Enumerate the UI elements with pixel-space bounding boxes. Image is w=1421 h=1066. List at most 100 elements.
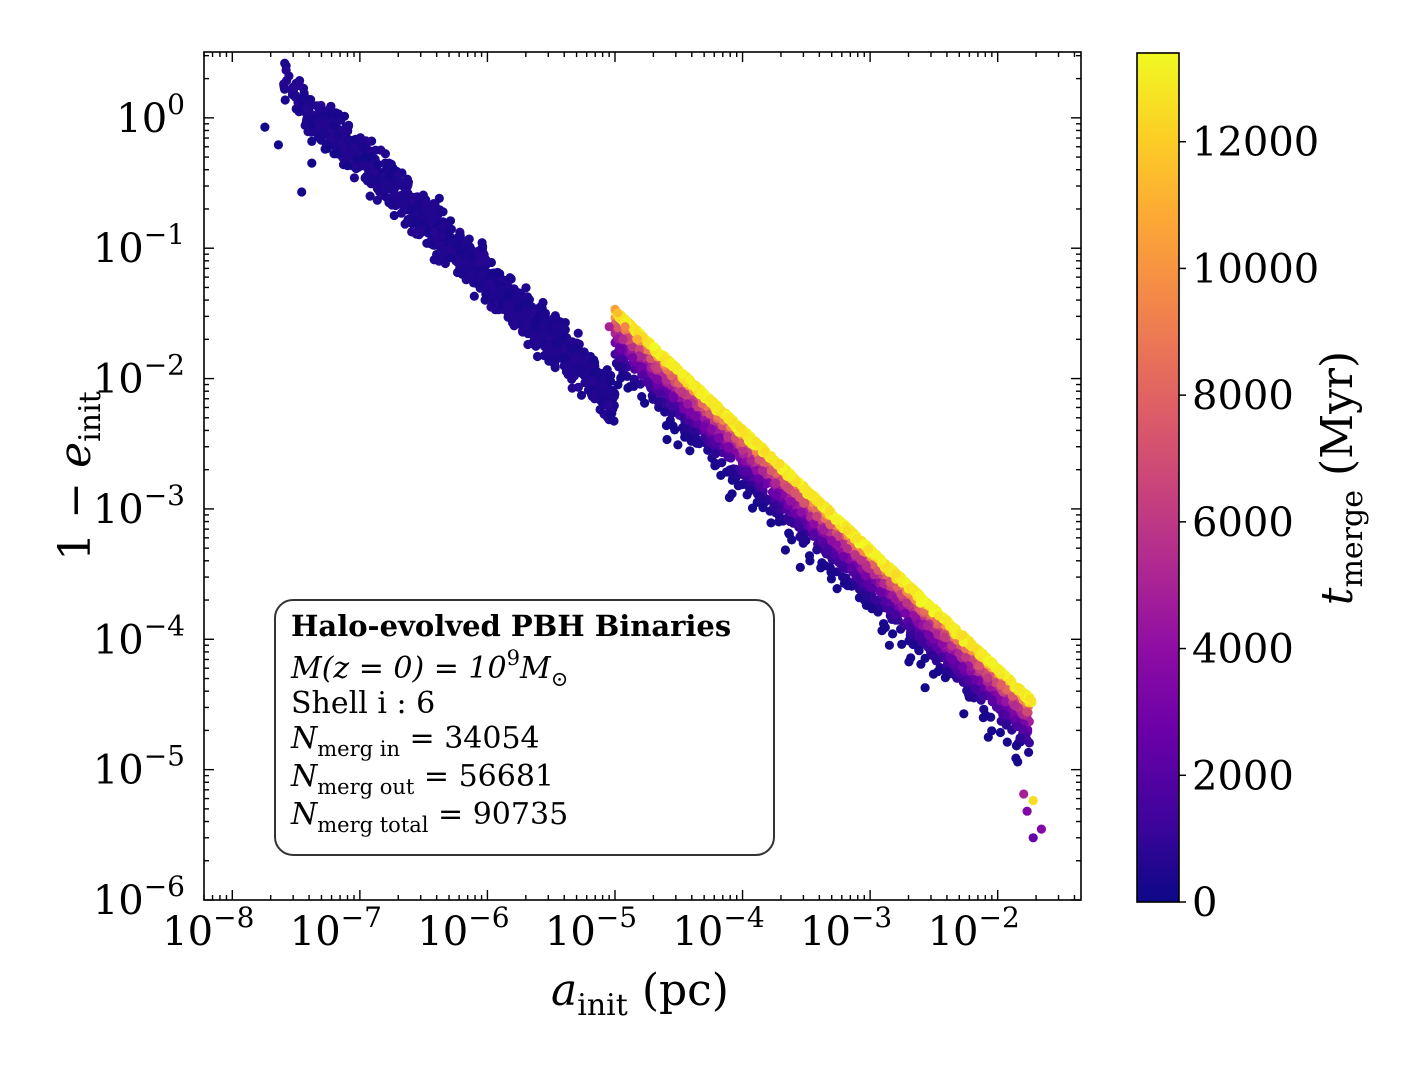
scatter-point xyxy=(1015,733,1025,743)
scatter-point xyxy=(373,159,383,170)
scatter-point xyxy=(401,193,411,203)
scatter-point xyxy=(987,695,997,705)
scatter-point xyxy=(815,496,825,507)
colorbar-gradient xyxy=(1136,52,1180,903)
scatter-point xyxy=(685,446,695,456)
scatter-point xyxy=(809,529,819,540)
scatter-point xyxy=(983,673,993,683)
scatter-point xyxy=(706,424,717,434)
scatter-point xyxy=(673,440,683,450)
scatter-point xyxy=(977,648,987,658)
scatter-point xyxy=(426,217,436,227)
scatter-point xyxy=(374,176,384,186)
scatter-point xyxy=(288,82,298,92)
scatter-point xyxy=(606,385,616,395)
x-tick-label: 10−6 xyxy=(417,901,509,955)
scatter-point xyxy=(629,374,639,384)
scatter-point xyxy=(301,104,311,114)
scatter-point xyxy=(946,654,956,664)
scatter-point xyxy=(566,343,576,353)
scatter-point xyxy=(713,433,724,443)
x-tick-label: 10−8 xyxy=(162,901,254,955)
scatter-point xyxy=(826,574,837,584)
scatter-point xyxy=(934,611,944,621)
scatter-point xyxy=(668,393,679,403)
scatter-point xyxy=(273,140,283,150)
scatter-point xyxy=(662,434,672,445)
scatter-point xyxy=(638,370,648,380)
scatter-point xyxy=(754,454,764,465)
scatter-point xyxy=(260,122,270,132)
scatter-point xyxy=(429,199,439,209)
scatter-point xyxy=(595,404,605,415)
scatter-point xyxy=(532,351,543,362)
scatter-point xyxy=(616,373,626,383)
x-axis-label: ainit (pc) xyxy=(551,965,729,1023)
scatter-point xyxy=(680,423,690,433)
scatter-point xyxy=(751,436,761,446)
x-tick-label: 10−7 xyxy=(290,901,382,955)
scatter-point xyxy=(923,621,933,631)
scatter-point xyxy=(812,511,822,521)
scatter-point xyxy=(927,650,937,661)
colorbar-tick-label: 10000 xyxy=(1192,246,1319,292)
scatter-point xyxy=(279,79,289,89)
colorbar-tick-label: 12000 xyxy=(1192,120,1319,166)
x-axis-ticks: 10−8 10−7 10−6 10−5 10−4 10−3 10−2 xyxy=(162,52,1076,955)
scatter-point xyxy=(826,535,837,546)
scatter-point xyxy=(520,299,530,309)
scatter-point xyxy=(825,505,835,516)
scatter-point xyxy=(914,590,925,600)
scatter-point xyxy=(838,551,849,562)
colorbar-tick-label: 6000 xyxy=(1192,500,1294,546)
scatter-point xyxy=(694,439,704,449)
scatter-point xyxy=(978,713,988,723)
scatter-point xyxy=(1002,737,1012,747)
colorbar: 0 2000 4000 6000 8000 10000 12000 tmerge (Myr) xyxy=(1136,52,1370,926)
scatter-point xyxy=(414,227,425,237)
scatter-point xyxy=(914,631,924,641)
scatter-point xyxy=(438,207,448,217)
annotation-n-merg-out: Nmerg out = 56681 xyxy=(290,759,554,799)
scatter-point xyxy=(897,639,907,650)
scatter-point xyxy=(614,362,624,372)
scatter-point xyxy=(324,109,334,119)
scatter-point xyxy=(825,563,835,573)
scatter-point xyxy=(995,727,1006,738)
scatter-point xyxy=(455,230,465,240)
scatter-point xyxy=(1024,738,1034,748)
scatter-point xyxy=(1013,721,1023,732)
y-tick-label: 10−6 xyxy=(93,870,185,924)
scatter-point xyxy=(871,595,881,605)
scatter-point xyxy=(587,377,597,387)
scatter-point xyxy=(725,465,736,475)
scatter-point xyxy=(817,558,827,568)
scatter-point xyxy=(389,189,399,199)
scatter-point xyxy=(1022,806,1032,816)
scatter-point xyxy=(497,284,507,294)
scatter-point xyxy=(513,298,524,308)
scatter-point xyxy=(796,507,807,517)
x-tick-label: 10−2 xyxy=(928,901,1020,955)
scatter-point xyxy=(771,490,781,500)
scatter-point xyxy=(804,551,815,561)
scatter-point xyxy=(359,161,369,171)
scatter-point xyxy=(962,675,973,685)
scatter-point xyxy=(383,161,393,171)
scatter-point xyxy=(745,486,755,496)
scatter-point xyxy=(402,181,412,191)
scatter-point xyxy=(637,392,647,402)
colorbar-label: tmerge (Myr) xyxy=(1312,351,1370,605)
scatter-point xyxy=(914,646,924,656)
scatter-point xyxy=(933,666,943,677)
scatter-point xyxy=(564,369,574,379)
scatter-point xyxy=(747,503,758,513)
scatter-point xyxy=(661,420,672,431)
colorbar-tick-label: 2000 xyxy=(1192,753,1294,799)
scatter-point xyxy=(461,257,472,267)
scatter-point xyxy=(757,466,767,476)
scatter-point xyxy=(786,471,797,481)
scatter-point xyxy=(339,111,350,121)
scatter-point xyxy=(978,691,988,701)
scatter-point xyxy=(723,413,734,423)
